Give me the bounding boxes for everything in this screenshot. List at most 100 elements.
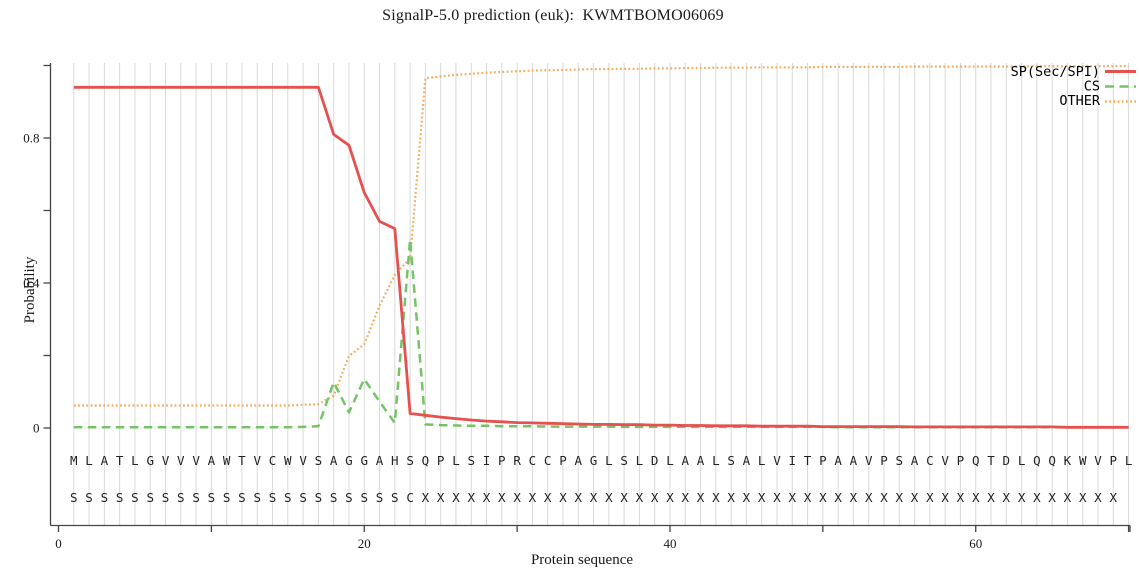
series-line-cs — [73, 238, 1129, 429]
state-letter: X — [926, 490, 934, 505]
state-letter: X — [1094, 490, 1102, 505]
state-letter: X — [819, 490, 827, 505]
residue-letter: S — [315, 453, 323, 468]
residue-letter: V — [253, 453, 261, 468]
residue-letter: S — [727, 453, 735, 468]
state-letter: X — [529, 490, 537, 505]
residue-letter: R — [513, 453, 521, 468]
y-tick-label: 0 — [33, 421, 40, 436]
state-letter: S — [330, 490, 338, 505]
residue-letter: L — [85, 453, 93, 468]
axis-layer: 0 0.4 0.8 0 20 40 60 — [23, 63, 1131, 551]
state-letter: X — [574, 490, 582, 505]
residue-letter: A — [376, 453, 384, 468]
residue-letter: P — [559, 453, 567, 468]
state-letter: X — [911, 490, 919, 505]
state-letter: X — [834, 490, 842, 505]
state-letter: X — [865, 490, 873, 505]
residue-letter: G — [146, 453, 154, 468]
residue-letter: L — [1018, 453, 1026, 468]
state-letter: S — [131, 490, 139, 505]
state-letter: X — [636, 490, 644, 505]
residue-letter: L — [452, 453, 460, 468]
residue-letter: L — [758, 453, 766, 468]
legend: SP(Sec/SPI) CS OTHER — [1011, 64, 1136, 109]
residue-letter: P — [1110, 453, 1118, 468]
state-letter: S — [360, 490, 368, 505]
legend-label-other: OTHER — [1059, 93, 1101, 109]
state-letter: X — [651, 490, 659, 505]
state-letter: X — [941, 490, 949, 505]
state-letter: X — [682, 490, 690, 505]
state-letter: X — [1018, 490, 1026, 505]
residue-letter: A — [911, 453, 919, 468]
state-letter: S — [70, 490, 78, 505]
state-letter: C — [406, 490, 414, 505]
state-letter: S — [192, 490, 200, 505]
residue-letter: A — [330, 453, 338, 468]
state-letter: X — [880, 490, 888, 505]
residue-letter: M — [70, 453, 78, 468]
residue-letter: V — [941, 453, 949, 468]
residue-letter: S — [467, 453, 475, 468]
x-tick-label: 0 — [55, 536, 62, 551]
state-letter: S — [253, 490, 261, 505]
state-letter: X — [896, 490, 904, 505]
state-letter: X — [483, 490, 491, 505]
residue-letter: Q — [1033, 453, 1041, 468]
state-letter: S — [116, 490, 124, 505]
state-letter: X — [957, 490, 965, 505]
residue-letter: P — [437, 453, 445, 468]
residue-letter: P — [957, 453, 965, 468]
y-tick-label: 0.4 — [23, 276, 40, 291]
state-letter: X — [620, 490, 628, 505]
state-letter: X — [758, 490, 766, 505]
legend-label-sp: SP(Sec/SPI) — [1011, 64, 1100, 80]
state-letter: X — [605, 490, 613, 505]
state-letter: S — [376, 490, 384, 505]
residue-letter: I — [789, 453, 797, 468]
state-letter: X — [773, 490, 781, 505]
state-letter: S — [391, 490, 399, 505]
state-letter: X — [559, 490, 567, 505]
state-letter: X — [1110, 490, 1118, 505]
residue-letter: T — [804, 453, 812, 468]
series-line-other — [73, 65, 1129, 407]
state-letter: X — [422, 490, 430, 505]
residue-letter: C — [529, 453, 537, 468]
state-letter: X — [727, 490, 735, 505]
state-letter: S — [299, 490, 307, 505]
residue-letter: G — [360, 453, 368, 468]
residue-letter: A — [101, 453, 109, 468]
residue-letter: V — [177, 453, 185, 468]
residue-letter: Q — [972, 453, 980, 468]
x-tick-label: 40 — [663, 536, 676, 551]
residue-letter: V — [162, 453, 170, 468]
state-letter: X — [452, 490, 460, 505]
state-letter: X — [544, 490, 552, 505]
residue-letter: L — [712, 453, 720, 468]
residue-letter: A — [208, 453, 216, 468]
residue-letter: V — [773, 453, 781, 468]
series-layer — [73, 65, 1129, 429]
state-letter: S — [85, 490, 93, 505]
residue-letter: C — [269, 453, 277, 468]
residue-letter: S — [896, 453, 904, 468]
residue-letter: T — [987, 453, 995, 468]
y-axis-label: Probability — [22, 256, 38, 323]
state-letter: X — [1064, 490, 1072, 505]
residue-letter: V — [865, 453, 873, 468]
state-letter: S — [315, 490, 323, 505]
residue-letter: D — [1003, 453, 1011, 468]
state-letter: S — [146, 490, 154, 505]
residue-letter: A — [850, 453, 858, 468]
y-tick-label: 0.8 — [23, 131, 39, 146]
residue-letter: G — [345, 453, 353, 468]
state-letter: S — [208, 490, 216, 505]
residue-letter: W — [284, 453, 292, 468]
state-letter: S — [238, 490, 246, 505]
state-letter: X — [804, 490, 812, 505]
residue-letter: C — [544, 453, 552, 468]
